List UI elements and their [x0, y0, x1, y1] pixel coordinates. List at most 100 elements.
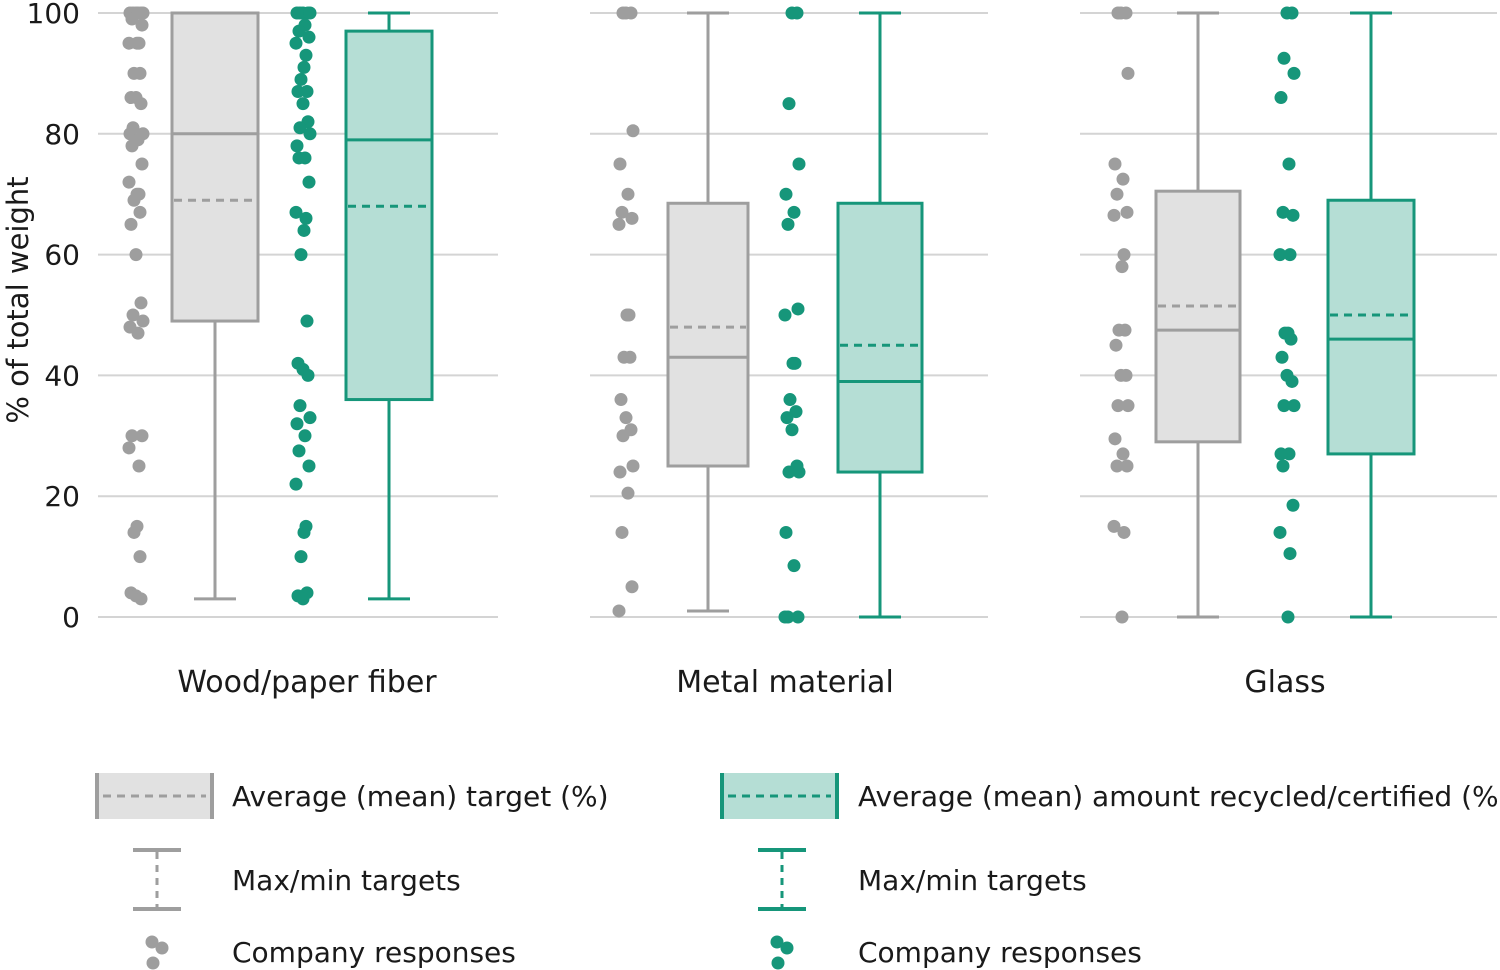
recycled-response-dot: [787, 559, 801, 573]
target-response-dot: [122, 175, 136, 189]
legend-whisker-label: Max/min targets: [232, 864, 461, 897]
legend-dot: [146, 956, 160, 970]
y-tick-label: 60: [44, 239, 80, 272]
recycled-response-dot: [294, 550, 308, 564]
recycled-response-dot: [1284, 332, 1298, 346]
target-response-dot: [1109, 338, 1123, 352]
recycled-response-dot: [303, 127, 317, 141]
recycled-response-dot: [303, 6, 317, 20]
y-tick-label: 20: [44, 480, 80, 513]
recycled-response-dot: [297, 223, 311, 237]
target-response-dot: [612, 217, 626, 231]
target-response-dot: [619, 411, 633, 425]
target-response-dot: [1116, 447, 1130, 461]
recycled-response-dot: [1282, 447, 1296, 461]
target-response-dot: [135, 18, 149, 32]
recycled-response-dot: [787, 205, 801, 219]
target-response-dot: [125, 12, 139, 26]
target-box: [1154, 189, 1242, 444]
y-tick-label: 0: [62, 601, 80, 634]
panel-0: [122, 6, 434, 606]
target-response-dot: [616, 6, 630, 20]
target-response-dot: [626, 124, 640, 138]
target-response-dot: [615, 205, 629, 219]
recycled-response-dot: [1275, 350, 1289, 364]
target-response-dot: [135, 429, 149, 443]
recycled-response-dot: [792, 157, 806, 171]
recycled-response-dot: [1287, 66, 1301, 80]
recycled-response-dot: [791, 610, 805, 624]
target-response-dot: [132, 459, 146, 473]
recycled-response-dot: [791, 302, 805, 316]
target-response-dot: [1117, 248, 1131, 262]
recycled-response-dot: [1276, 459, 1290, 473]
target-response-dot: [134, 97, 148, 111]
recycled-response-dot: [1282, 157, 1296, 171]
target-response-dot: [1121, 399, 1135, 413]
recycled-response-dot: [1273, 525, 1287, 539]
target-box: [666, 201, 750, 468]
target-response-dot: [125, 429, 139, 443]
recycled-response-dot: [301, 368, 315, 382]
panel-1: [612, 6, 924, 624]
target-response-dot: [134, 592, 148, 606]
target-response-dot: [615, 525, 629, 539]
target-response-dot: [616, 429, 630, 443]
target-response-dot: [135, 157, 149, 171]
recycled-response-dot: [1287, 399, 1301, 413]
recycled-response-dot: [780, 411, 794, 425]
target-response-dot: [133, 205, 147, 219]
target-response-dot: [1120, 205, 1134, 219]
target-response-dot: [124, 217, 138, 231]
recycled-response-dot: [296, 592, 310, 606]
recycled-response-dot: [778, 610, 792, 624]
recycled-response-dot: [293, 121, 307, 135]
legend-box-label: Average (mean) amount recycled/certified…: [858, 780, 1500, 813]
recycled-response-dot: [792, 465, 806, 479]
category-labels: Wood/paper fiber Metal material Glass: [177, 665, 1325, 700]
recycled-response-dot: [300, 85, 314, 99]
target-response-dot: [1117, 525, 1131, 539]
plot-area: [122, 6, 1416, 624]
target-response-dot: [1111, 399, 1125, 413]
recycled-response-dot: [299, 48, 313, 62]
legend-dot: [145, 935, 159, 949]
recycled-response-dot: [1285, 6, 1299, 20]
recycled-response-dot: [302, 459, 316, 473]
recycled-response-dot: [290, 139, 304, 153]
recycled-response-dot: [779, 525, 793, 539]
recycled-response-dot: [1273, 248, 1287, 262]
recycled-response-dot: [292, 24, 306, 38]
legend-dot: [771, 956, 785, 970]
target-response-dot: [1115, 260, 1129, 274]
target-response-dot: [133, 66, 147, 80]
target-response-dot: [136, 314, 150, 328]
legend: Average (mean) target (%) Max/min targets…: [95, 773, 1500, 970]
recycled-response-dot: [302, 30, 316, 44]
legend-dot: [780, 941, 794, 955]
target-response-dot: [133, 550, 147, 564]
target-response-dot: [1121, 66, 1135, 80]
target-response-dot: [1110, 187, 1124, 201]
target-response-dot: [613, 157, 627, 171]
y-tick-label: 80: [44, 118, 80, 151]
legend-dots-label: Company responses: [858, 936, 1142, 969]
target-response-dot: [625, 211, 639, 225]
recycled-response-dot: [785, 423, 799, 437]
target-response-dot: [1119, 368, 1133, 382]
recycled-response-dot: [782, 465, 796, 479]
target-response-dot: [625, 580, 639, 594]
target-response-dot: [1107, 519, 1121, 533]
y-tick-label: 100: [27, 0, 80, 30]
recycled-response-dot: [1285, 374, 1299, 388]
target-response-dot: [125, 139, 139, 153]
recycled-response-dot: [289, 477, 303, 491]
target-response-dot: [612, 604, 626, 618]
target-response-dot: [130, 36, 144, 50]
legend-whisker-label: Max/min targets: [858, 864, 1087, 897]
recycled-response-dot: [291, 85, 305, 99]
recycled-response-dot: [292, 151, 306, 165]
legend-box-label: Average (mean) target (%): [232, 780, 609, 813]
recycled-response-dot: [1283, 248, 1297, 262]
